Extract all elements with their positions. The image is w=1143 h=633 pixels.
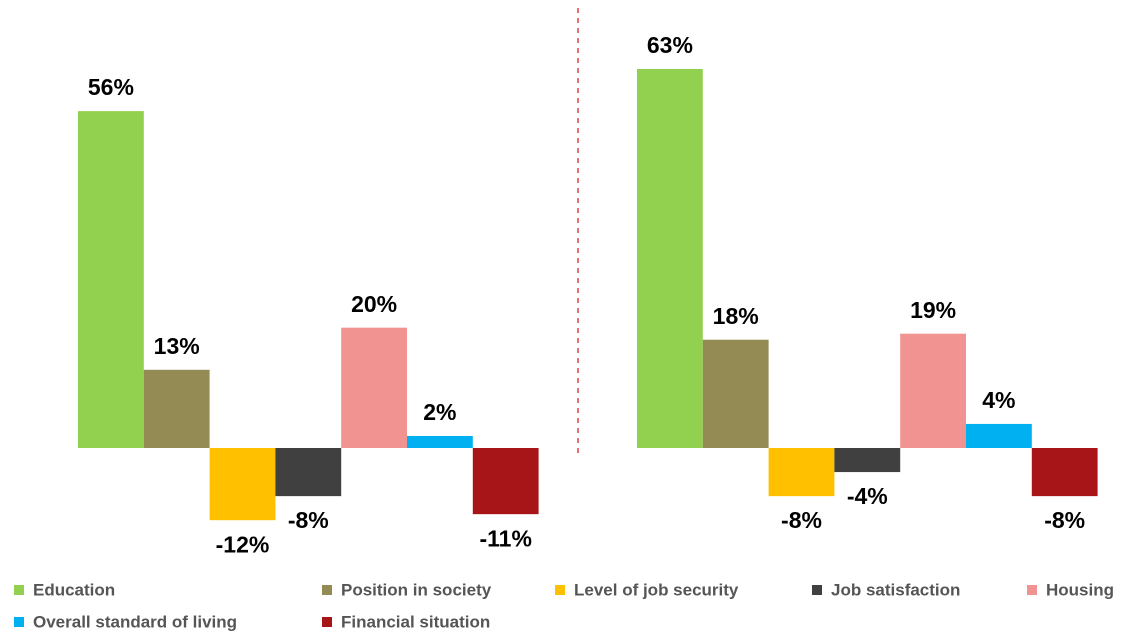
value-label: 20% bbox=[351, 291, 397, 317]
value-label: 18% bbox=[713, 303, 759, 329]
legend-swatch bbox=[1027, 585, 1037, 595]
legend-swatch bbox=[14, 585, 24, 595]
value-label: 2% bbox=[423, 399, 456, 425]
legend-label: Housing bbox=[1046, 580, 1114, 599]
value-label: -4% bbox=[847, 483, 888, 509]
bar bbox=[78, 111, 144, 448]
legend-label: Financial situation bbox=[341, 612, 490, 631]
legend-label: Position in society bbox=[341, 580, 492, 599]
legend-label: Level of job security bbox=[574, 580, 739, 599]
bar bbox=[407, 435, 473, 448]
value-label: 56% bbox=[88, 74, 134, 100]
bar bbox=[702, 339, 769, 448]
value-label: 63% bbox=[647, 32, 693, 58]
legend-swatch bbox=[812, 585, 822, 595]
legend-swatch bbox=[322, 617, 332, 627]
bar bbox=[275, 448, 342, 497]
legend-label: Education bbox=[33, 580, 115, 599]
value-label: -8% bbox=[1044, 507, 1085, 533]
bar bbox=[341, 327, 407, 448]
legend-swatch bbox=[322, 585, 332, 595]
value-label: -12% bbox=[216, 531, 270, 557]
bar bbox=[143, 369, 210, 448]
bar bbox=[900, 333, 966, 448]
value-label: 4% bbox=[982, 387, 1015, 413]
bar bbox=[472, 448, 539, 515]
value-label: -11% bbox=[479, 525, 531, 551]
bar bbox=[209, 448, 276, 521]
bar bbox=[834, 448, 901, 473]
value-label: -8% bbox=[781, 507, 822, 533]
legend-label: Job satisfaction bbox=[831, 580, 960, 599]
bar bbox=[768, 448, 835, 497]
bar bbox=[966, 423, 1032, 448]
legend-label: Overall standard of living bbox=[33, 612, 237, 631]
bar bbox=[637, 69, 703, 448]
legend-swatch bbox=[555, 585, 565, 595]
value-label: 19% bbox=[910, 297, 956, 323]
legend-swatch bbox=[14, 617, 24, 627]
value-label: 13% bbox=[154, 333, 200, 359]
value-label: -8% bbox=[288, 507, 329, 533]
bar bbox=[1031, 448, 1098, 497]
